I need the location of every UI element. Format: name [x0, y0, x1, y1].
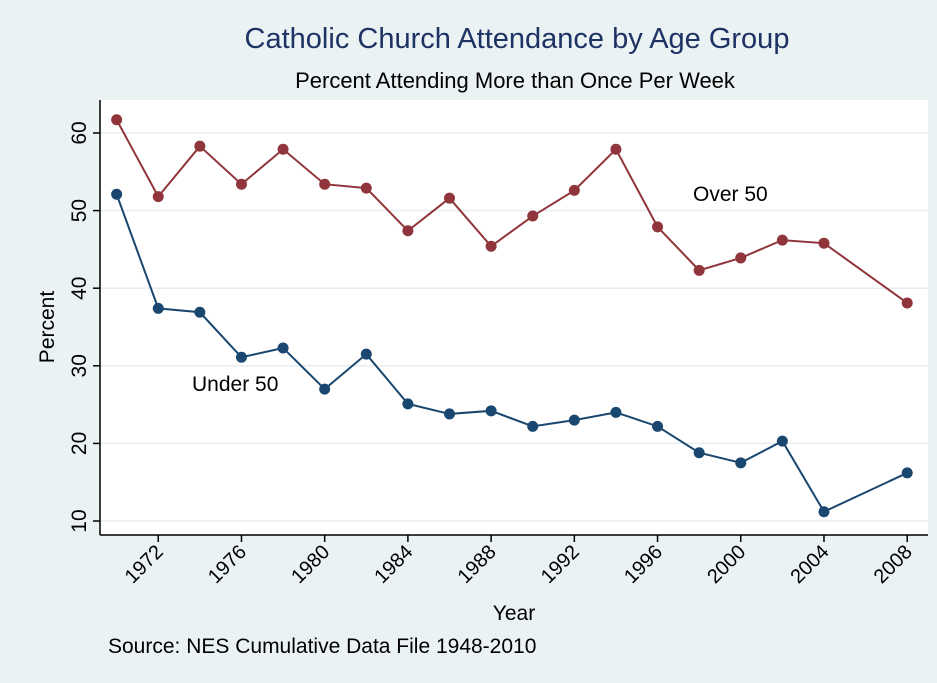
chart-title: Catholic Church Attendance by Age Group — [245, 23, 790, 55]
y-tick-label: 10 — [68, 509, 91, 532]
data-point — [444, 408, 456, 420]
data-point — [901, 297, 913, 309]
y-tick-label: 20 — [68, 432, 91, 455]
data-point — [360, 348, 372, 360]
y-tick-label: 30 — [68, 354, 91, 377]
y-tick-label: 40 — [68, 277, 91, 300]
data-point — [319, 178, 331, 190]
source-note: Source: NES Cumulative Data File 1948-20… — [108, 635, 536, 658]
data-point — [568, 184, 580, 196]
y-axis-label: Percent — [36, 291, 59, 364]
data-point — [194, 140, 206, 152]
series-label: Under 50 — [192, 373, 278, 396]
data-point — [402, 225, 414, 237]
data-point — [568, 414, 580, 426]
data-point — [152, 191, 164, 203]
data-point — [735, 457, 747, 469]
data-point — [111, 188, 123, 200]
data-point — [485, 240, 497, 252]
data-point — [277, 342, 289, 354]
data-point — [152, 302, 164, 314]
y-tick-label: 60 — [68, 121, 91, 144]
data-point — [652, 420, 664, 432]
data-point — [485, 405, 497, 417]
data-point — [818, 506, 830, 518]
data-point — [319, 383, 331, 395]
data-point — [277, 143, 289, 155]
plot-area — [100, 100, 928, 535]
data-point — [610, 406, 622, 418]
data-point — [360, 182, 372, 194]
data-point — [235, 351, 247, 363]
data-point — [235, 178, 247, 190]
data-point — [818, 237, 830, 249]
data-point — [527, 420, 539, 432]
chart-subtitle: Percent Attending More than Once Per Wee… — [295, 68, 736, 93]
data-point — [111, 114, 123, 126]
series-label: Over 50 — [693, 183, 768, 206]
data-point — [610, 143, 622, 155]
data-point — [693, 447, 705, 459]
data-point — [901, 467, 913, 479]
x-axis-label: Year — [493, 602, 535, 625]
data-point — [735, 252, 747, 264]
data-point — [402, 398, 414, 410]
data-point — [776, 234, 788, 246]
data-point — [194, 306, 206, 318]
data-point — [776, 435, 788, 447]
data-point — [693, 264, 705, 276]
data-point — [527, 210, 539, 222]
data-point — [652, 221, 664, 233]
data-point — [444, 192, 456, 204]
y-tick-label: 50 — [68, 199, 91, 222]
